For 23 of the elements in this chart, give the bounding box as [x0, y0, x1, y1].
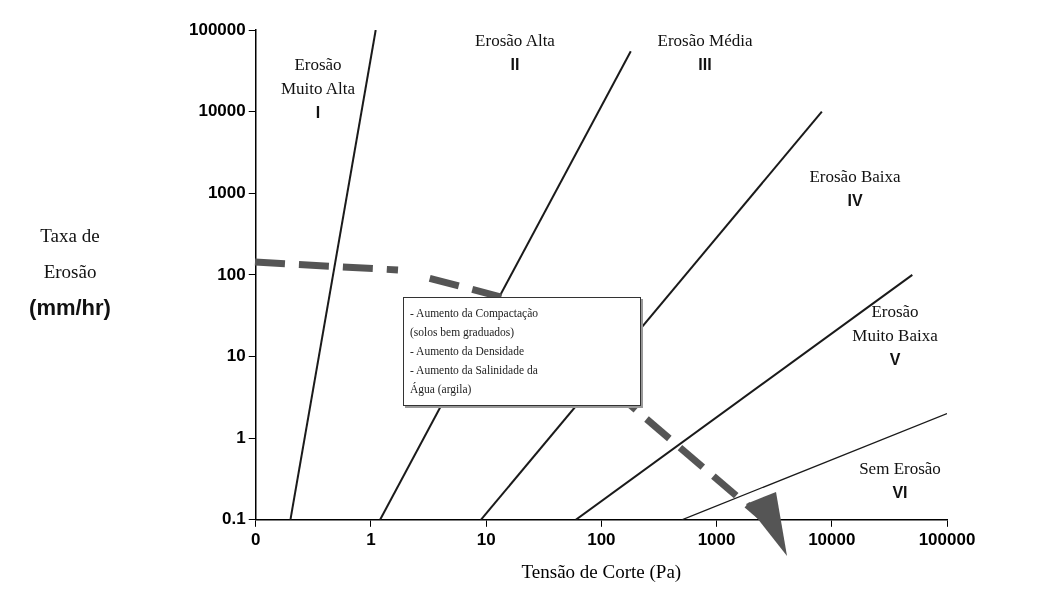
y-tick-label: 1000 — [207, 182, 246, 202]
x-tick-label: 10 — [476, 529, 496, 549]
x-tick-label: 100 — [587, 529, 616, 549]
y-tick-label: 0.1 — [222, 509, 246, 529]
annotation: Erosão Muito Alta I — [280, 55, 356, 122]
x-tick-label: 0 — [250, 529, 261, 549]
annotation: Erosão Alta II — [475, 31, 556, 74]
annotation: Erosão Média III — [657, 31, 753, 74]
annotation: Sem Erosão VI — [859, 459, 941, 502]
x-tick-label: 1 — [366, 529, 376, 549]
y-tick-label: 100 — [217, 264, 246, 284]
x-axis-title: Tensão de Corte (Pa) — [521, 560, 682, 583]
x-tick-label: 100000 — [918, 529, 976, 549]
y-tick-label: 10 — [226, 346, 246, 366]
x-tick-label: 10000 — [808, 529, 856, 549]
y-tick-label: 100000 — [188, 19, 246, 39]
annotation: Erosão Baixa IV — [809, 167, 902, 210]
y-axis-title: Taxa de Erosão (mm/hr) — [29, 224, 111, 320]
annotation: Erosão Muito Baixa V — [852, 302, 939, 369]
x-tick-label: 1000 — [697, 529, 736, 549]
y-tick-label: 1 — [236, 427, 246, 447]
text-box: - Aumento da Compactação (solos bem graduados) - Aumento da Densidade - Aumento da Salinidade da Água (argila) — [403, 297, 641, 406]
y-tick-label: 10000 — [198, 101, 246, 121]
